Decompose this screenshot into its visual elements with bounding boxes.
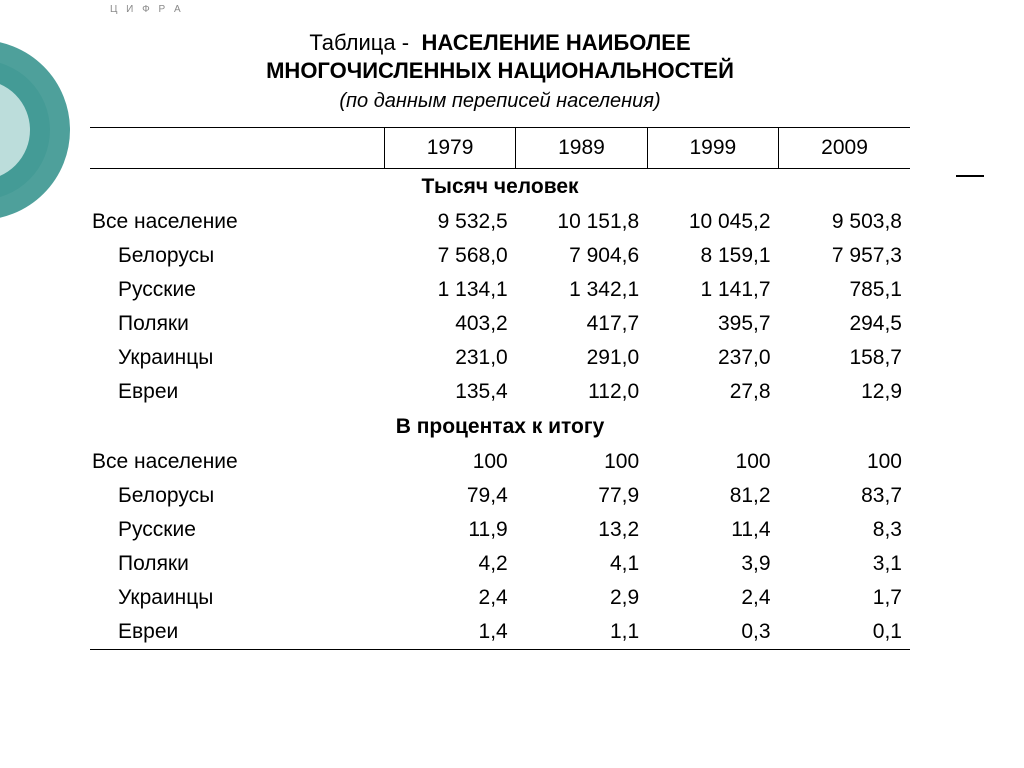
table-row: Белорусы79,477,981,283,7 bbox=[90, 479, 910, 513]
title-text-1: НАСЕЛЕНИЕ НАИБОЛЕЕ bbox=[422, 30, 691, 55]
cell-value: 100 bbox=[647, 445, 778, 479]
cell-value: 12,9 bbox=[779, 375, 910, 409]
row-label: Евреи bbox=[90, 375, 384, 409]
cell-value: 3,1 bbox=[779, 547, 910, 581]
row-label: Украинцы bbox=[90, 341, 384, 375]
subtitle: (по данным переписей населения) bbox=[90, 90, 910, 113]
cell-value: 1,7 bbox=[779, 581, 910, 615]
cell-value: 2,4 bbox=[384, 581, 515, 615]
cell-value: 1 134,1 bbox=[384, 273, 515, 307]
section-heading: В процентах к итогу bbox=[90, 409, 910, 445]
table-row: Поляки4,24,13,93,1 bbox=[90, 547, 910, 581]
table-row: Поляки403,2417,7395,7294,5 bbox=[90, 307, 910, 341]
cell-value: 4,2 bbox=[384, 547, 515, 581]
cell-value: 112,0 bbox=[516, 375, 647, 409]
cell-value: 8 159,1 bbox=[647, 239, 778, 273]
table-prefix: Таблица - bbox=[309, 30, 409, 55]
cell-value: 1 141,7 bbox=[647, 273, 778, 307]
row-label: Евреи bbox=[90, 615, 384, 650]
row-label: Все население bbox=[90, 205, 384, 239]
cell-value: 9 503,8 bbox=[779, 205, 910, 239]
cell-value: 395,7 bbox=[647, 307, 778, 341]
cell-value: 100 bbox=[516, 445, 647, 479]
cell-value: 7 904,6 bbox=[516, 239, 647, 273]
cell-value: 100 bbox=[384, 445, 515, 479]
cell-value: 785,1 bbox=[779, 273, 910, 307]
col-header-year: 1989 bbox=[516, 128, 647, 169]
col-header-blank bbox=[90, 128, 384, 169]
title-text-2: МНОГОЧИСЛЕННЫХ НАЦИОНАЛЬНОСТЕЙ bbox=[266, 58, 734, 83]
cell-value: 294,5 bbox=[779, 307, 910, 341]
cell-value: 0,1 bbox=[779, 615, 910, 650]
title-line-2: МНОГОЧИСЛЕННЫХ НАЦИОНАЛЬНОСТЕЙ bbox=[90, 58, 910, 84]
row-label: Поляки bbox=[90, 547, 384, 581]
row-label: Все население bbox=[90, 445, 384, 479]
col-header-year: 1999 bbox=[647, 128, 778, 169]
cell-value: 1,4 bbox=[384, 615, 515, 650]
title-line-1: Таблица - НАСЕЛЕНИЕ НАИБОЛЕЕ bbox=[90, 30, 910, 56]
section-heading-row: Тысяч человек bbox=[90, 169, 910, 206]
table-row: Украинцы231,0291,0237,0158,7 bbox=[90, 341, 910, 375]
slide-content: Таблица - НАСЕЛЕНИЕ НАИБОЛЕЕ МНОГОЧИСЛЕН… bbox=[90, 30, 910, 650]
cell-value: 0,3 bbox=[647, 615, 778, 650]
table-row: Белорусы7 568,07 904,68 159,17 957,3 bbox=[90, 239, 910, 273]
cell-value: 2,4 bbox=[647, 581, 778, 615]
cell-value: 1,1 bbox=[516, 615, 647, 650]
population-table: 1979198919992009Тысяч человекВсе населен… bbox=[90, 127, 910, 650]
cell-value: 77,9 bbox=[516, 479, 647, 513]
table-row: Евреи135,4112,027,812,9 bbox=[90, 375, 910, 409]
cell-value: 100 bbox=[779, 445, 910, 479]
cell-value: 7 568,0 bbox=[384, 239, 515, 273]
cell-value: 8,3 bbox=[779, 513, 910, 547]
col-header-year: 1979 bbox=[384, 128, 515, 169]
row-label: Русские bbox=[90, 513, 384, 547]
table-row: Русские11,913,211,48,3 bbox=[90, 513, 910, 547]
table-row: Русские1 134,11 342,11 141,7785,1 bbox=[90, 273, 910, 307]
table-row: Украинцы2,42,92,41,7 bbox=[90, 581, 910, 615]
table-row: Все население100100100100 bbox=[90, 445, 910, 479]
cell-value: 11,4 bbox=[647, 513, 778, 547]
cell-value: 10 151,8 bbox=[516, 205, 647, 239]
cell-value: 158,7 bbox=[779, 341, 910, 375]
slide-decoration-ring bbox=[0, 40, 70, 220]
cell-value: 13,2 bbox=[516, 513, 647, 547]
cell-value: 9 532,5 bbox=[384, 205, 515, 239]
cell-value: 135,4 bbox=[384, 375, 515, 409]
cell-value: 237,0 bbox=[647, 341, 778, 375]
col-header-year: 2009 bbox=[779, 128, 910, 169]
row-label: Белорусы bbox=[90, 239, 384, 273]
cell-value: 4,1 bbox=[516, 547, 647, 581]
cell-value: 1 342,1 bbox=[516, 273, 647, 307]
cell-value: 403,2 bbox=[384, 307, 515, 341]
table-row: Все население9 532,510 151,810 045,29 50… bbox=[90, 205, 910, 239]
cell-value: 11,9 bbox=[384, 513, 515, 547]
stray-dash-mark bbox=[956, 175, 984, 177]
cell-value: 27,8 bbox=[647, 375, 778, 409]
section-heading: Тысяч человек bbox=[90, 169, 910, 206]
cell-value: 79,4 bbox=[384, 479, 515, 513]
row-label: Поляки bbox=[90, 307, 384, 341]
section-heading-row: В процентах к итогу bbox=[90, 409, 910, 445]
table-row: Евреи1,41,10,30,1 bbox=[90, 615, 910, 650]
row-label: Украинцы bbox=[90, 581, 384, 615]
row-label: Русские bbox=[90, 273, 384, 307]
cell-value: 83,7 bbox=[779, 479, 910, 513]
cell-value: 7 957,3 bbox=[779, 239, 910, 273]
cell-value: 10 045,2 bbox=[647, 205, 778, 239]
cell-value: 81,2 bbox=[647, 479, 778, 513]
logo-curve-text: Ц И Ф Р А bbox=[110, 4, 184, 15]
cell-value: 291,0 bbox=[516, 341, 647, 375]
cell-value: 231,0 bbox=[384, 341, 515, 375]
row-label: Белорусы bbox=[90, 479, 384, 513]
table-header-row: 1979198919992009 bbox=[90, 128, 910, 169]
cell-value: 2,9 bbox=[516, 581, 647, 615]
cell-value: 3,9 bbox=[647, 547, 778, 581]
cell-value: 417,7 bbox=[516, 307, 647, 341]
